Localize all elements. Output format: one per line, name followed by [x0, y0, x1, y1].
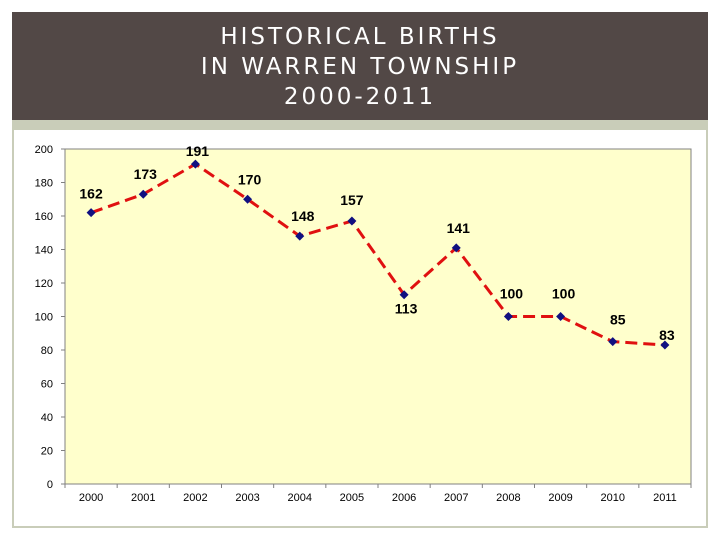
data-point [503, 312, 513, 321]
x-tick-label: 2005 [340, 492, 364, 504]
y-tick-label: 20 [41, 446, 53, 458]
data-point [138, 189, 148, 199]
slide-title: HISTORICAL BIRTHS IN WARREN TOWNSHIP 200… [12, 12, 708, 112]
data-label: 100 [500, 286, 524, 302]
x-tick-label: 2002 [183, 492, 207, 504]
data-label: 162 [79, 186, 103, 202]
x-tick-label: 2006 [392, 492, 416, 504]
data-label: 170 [238, 171, 262, 187]
title-bar: HISTORICAL BIRTHS IN WARREN TOWNSHIP 200… [12, 12, 708, 120]
x-tick-label: 2001 [131, 492, 155, 504]
y-tick-label: 120 [35, 278, 53, 290]
data-label: 113 [395, 301, 418, 317]
data-point [660, 340, 670, 350]
plot-area [64, 148, 692, 485]
title-line-1: HISTORICAL BIRTHS [220, 24, 500, 50]
data-point [243, 194, 253, 204]
line-chart: 0 20 40 60 80 100 120 140 160 180 200 2000 2001 2002 2… [35, 143, 692, 504]
y-tick-label: 60 [41, 379, 53, 391]
x-tick-label: 2008 [496, 492, 520, 504]
y-tick-label: 80 [41, 345, 53, 357]
data-point [86, 208, 96, 218]
title-line-3: 2000-2011 [283, 84, 437, 110]
x-tick-label: 2000 [79, 492, 103, 504]
x-tick-label: 2011 [653, 492, 677, 504]
x-tick-label: 2004 [288, 492, 312, 504]
data-label: 100 [552, 286, 576, 302]
data-point [190, 159, 200, 169]
x-tick-label: 2007 [444, 492, 468, 504]
title-line-2: IN WARREN TOWNSHIP [200, 54, 520, 80]
data-point [399, 290, 409, 300]
series-line [90, 162, 666, 347]
y-tick-label: 180 [35, 178, 53, 190]
y-tick-label: 0 [47, 479, 53, 491]
data-point [347, 216, 357, 226]
x-tick-label: 2010 [601, 492, 625, 504]
y-tick-label: 100 [35, 312, 53, 324]
chart-area: 0 20 40 60 80 100 120 140 160 180 200 2000 2001 2002 2… [14, 130, 706, 526]
data-point [608, 337, 618, 347]
y-tick-label: 40 [41, 412, 53, 424]
y-tick-label: 160 [35, 211, 53, 223]
y-tick-label: 200 [35, 144, 53, 156]
data-label: 191 [186, 143, 210, 159]
x-tick-label: 2003 [235, 492, 259, 504]
x-tick-label: 2009 [548, 492, 572, 504]
data-point [295, 231, 305, 241]
data-point [451, 243, 461, 253]
data-label: 83 [659, 327, 675, 343]
y-tick-label: 140 [35, 245, 53, 257]
data-label: 173 [134, 166, 158, 182]
data-label: 148 [291, 208, 315, 224]
data-point [556, 312, 566, 321]
data-label: 141 [447, 220, 471, 236]
data-label: 85 [610, 312, 626, 328]
data-label: 157 [340, 192, 364, 208]
